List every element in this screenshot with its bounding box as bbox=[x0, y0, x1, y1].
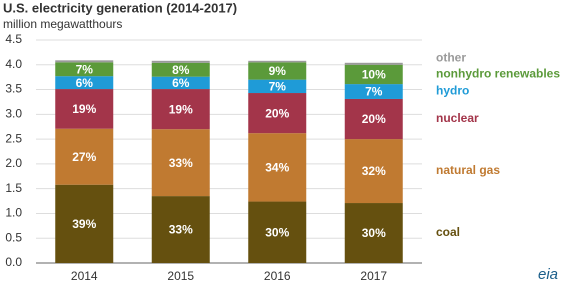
legend-label: nuclear bbox=[436, 111, 479, 125]
bar-segment bbox=[248, 60, 307, 63]
bar-segment bbox=[151, 196, 210, 263]
bar-segment bbox=[248, 93, 307, 134]
value-label: 7% bbox=[365, 85, 383, 99]
y-tick-label: 0.5 bbox=[5, 230, 22, 244]
value-label: 34% bbox=[265, 161, 289, 175]
value-label: 9% bbox=[269, 64, 287, 78]
chart-subtitle: million megawatthours bbox=[3, 17, 122, 31]
legend-label: natural gas bbox=[436, 163, 500, 177]
value-label: 6% bbox=[76, 76, 94, 90]
value-label: 30% bbox=[362, 226, 386, 240]
bar-segment bbox=[55, 76, 114, 90]
bar-segment bbox=[55, 128, 114, 185]
bar-segment bbox=[344, 64, 403, 85]
y-tick-label: 1.5 bbox=[5, 181, 22, 195]
bar-segment bbox=[151, 76, 210, 90]
bar-segment bbox=[55, 60, 114, 63]
bar-segment bbox=[344, 98, 403, 140]
y-tick-label: 1.0 bbox=[5, 206, 22, 220]
bar-segment bbox=[151, 62, 210, 77]
legend-label: coal bbox=[436, 225, 460, 239]
bar-segment bbox=[344, 139, 403, 204]
bar-segment bbox=[151, 129, 210, 197]
bar-segment bbox=[248, 62, 307, 80]
x-tick-label: 2014 bbox=[71, 269, 98, 283]
value-label: 10% bbox=[362, 68, 386, 82]
value-label: 19% bbox=[72, 102, 96, 116]
value-label: 7% bbox=[76, 62, 94, 76]
x-tick-label: 2015 bbox=[167, 269, 194, 283]
bar-segment bbox=[344, 62, 403, 65]
bar-segment bbox=[55, 184, 114, 263]
y-tick-label: 3.0 bbox=[5, 107, 22, 121]
value-label: 7% bbox=[269, 80, 287, 94]
chart-title: U.S. electricity generation (2014-2017) bbox=[3, 0, 237, 15]
legend-label: nonhydro renewables bbox=[436, 67, 560, 81]
bar-segment bbox=[248, 201, 307, 263]
bar-segment bbox=[248, 79, 307, 94]
y-tick-label: 2.0 bbox=[5, 156, 22, 170]
bar-segment bbox=[344, 203, 403, 263]
x-tick-label: 2016 bbox=[264, 269, 291, 283]
value-label: 33% bbox=[169, 223, 193, 237]
legend-label: other bbox=[436, 51, 466, 65]
value-label: 30% bbox=[265, 225, 289, 239]
value-label: 39% bbox=[72, 217, 96, 231]
value-label: 6% bbox=[172, 76, 190, 90]
bar-segment bbox=[344, 84, 403, 99]
y-tick-label: 4.0 bbox=[5, 57, 22, 71]
y-tick-label: 4.5 bbox=[5, 32, 22, 46]
x-tick-label: 2017 bbox=[360, 269, 387, 283]
bar-segment bbox=[151, 89, 210, 130]
value-label: 32% bbox=[362, 164, 386, 178]
y-tick-label: 0.0 bbox=[5, 255, 22, 269]
bar-segment bbox=[55, 62, 114, 77]
bar-segment bbox=[55, 89, 114, 129]
logo: eia bbox=[538, 266, 558, 283]
legend-label: hydro bbox=[436, 84, 469, 98]
value-label: 20% bbox=[362, 112, 386, 126]
y-tick-label: 2.5 bbox=[5, 131, 22, 145]
y-tick-label: 3.5 bbox=[5, 82, 22, 96]
value-label: 20% bbox=[265, 106, 289, 120]
bar-segment bbox=[248, 133, 307, 202]
value-label: 27% bbox=[72, 150, 96, 164]
value-label: 19% bbox=[169, 102, 193, 116]
bar-segment bbox=[151, 60, 210, 63]
value-label: 8% bbox=[172, 63, 190, 77]
value-label: 33% bbox=[169, 156, 193, 170]
